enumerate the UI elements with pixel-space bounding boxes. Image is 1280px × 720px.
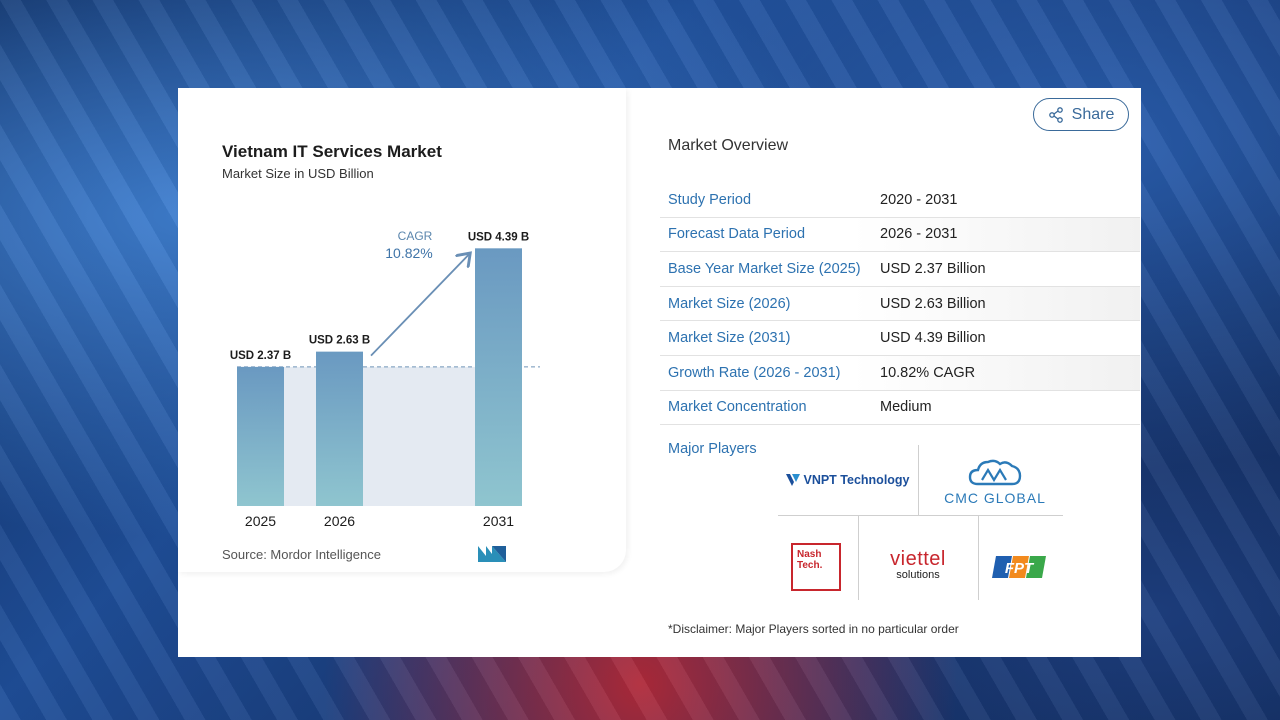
row-value: 2020 - 2031 — [880, 191, 958, 208]
divider — [978, 515, 979, 600]
nashtech-logo[interactable]: Nash Tech. — [791, 543, 841, 591]
fpt-text: FPT — [1005, 560, 1035, 577]
cmc-global-logo[interactable]: CMC GLOBAL — [930, 453, 1060, 511]
x-tick-2025: 2025 — [245, 513, 276, 528]
row-value: USD 2.63 Billion — [880, 295, 986, 312]
chart-source: Source: Mordor Intelligence — [222, 547, 381, 562]
disclaimer: *Disclaimer: Major Players sorted in no … — [668, 622, 959, 636]
row-key[interactable]: Market Size (2031) — [668, 330, 791, 347]
cagr-value: 10.82% — [385, 245, 432, 261]
row-key[interactable]: Study Period — [668, 191, 752, 208]
divider — [918, 445, 919, 515]
bar-chart: USD 2.37 B 2025 USD 2.63 B 2026 USD 4.39 B 20… — [230, 229, 540, 528]
overview-row: Market Concentration Medium — [660, 391, 1140, 426]
row-key[interactable]: Base Year Market Size (2025) — [668, 260, 861, 277]
divider — [858, 515, 978, 516]
overview-table: Study Period 2020 - 2031 Forecast Data P… — [660, 183, 1140, 426]
chart-title: Vietnam IT Services Market — [222, 142, 442, 161]
share-label: Share — [1071, 105, 1115, 123]
share-icon — [1048, 106, 1063, 123]
overview-title: Market Overview — [668, 137, 789, 154]
row-key[interactable]: Market Concentration — [668, 399, 807, 416]
row-key[interactable]: Growth Rate (2026 - 2031) — [668, 364, 841, 381]
row-value: Medium — [880, 399, 932, 416]
nash-name: Nash Tech. — [797, 549, 823, 571]
row-value: USD 4.39 Billion — [880, 330, 986, 347]
bar-2025 — [237, 366, 284, 506]
row-value: 2026 - 2031 — [880, 226, 958, 243]
bar-2031 — [475, 248, 522, 506]
x-tick-2026: 2026 — [324, 513, 355, 528]
row-value: 10.82% CAGR — [880, 364, 976, 381]
cagr-label: CAGR — [398, 229, 433, 243]
divider — [778, 515, 858, 516]
viettel-solutions-logo[interactable]: viettel solutions — [863, 540, 973, 588]
chart-subtitle: Market Size in USD Billion — [222, 166, 374, 181]
row-key[interactable]: Forecast Data Period — [668, 226, 806, 243]
row-value: USD 2.37 Billion — [880, 260, 986, 277]
data-label-2026: USD 2.63 B — [309, 335, 370, 347]
chart-panel: Vietnam IT Services Market Market Size i… — [178, 88, 626, 572]
divider — [858, 515, 859, 600]
divider — [978, 515, 1063, 516]
overview-row: Base Year Market Size (2025) USD 2.37 Bi… — [660, 252, 1140, 287]
viettel-name: viettel — [890, 547, 946, 570]
bar-2026 — [316, 351, 363, 506]
data-label-2031: USD 4.39 B — [468, 231, 529, 243]
viettel-sub: solutions — [896, 568, 940, 581]
overview-row: Growth Rate (2026 - 2031) 10.82% CAGR — [660, 355, 1140, 391]
overview-row: Study Period 2020 - 2031 — [660, 183, 1140, 218]
vnpt-mark-icon — [786, 474, 801, 486]
row-key[interactable]: Market Size (2026) — [668, 295, 791, 312]
cmc-cloud-icon — [968, 459, 1022, 486]
share-button[interactable]: Share — [1033, 98, 1129, 131]
vnpt-technology-logo[interactable]: VNPT Technology — [778, 467, 918, 493]
overview-row: Market Size (2031) USD 4.39 Billion — [660, 321, 1140, 356]
cagr-arrow — [370, 254, 469, 357]
overview-row: Market Size (2026) USD 2.63 Billion — [660, 286, 1140, 322]
x-tick-2031: 2031 — [483, 513, 514, 528]
major-players-grid: VNPT Technology CMC GLOBAL Nash Tech. vi… — [778, 445, 1063, 600]
overview-row: Forecast Data Period 2026 - 2031 — [660, 217, 1140, 253]
data-label-2025: USD 2.37 B — [230, 350, 291, 362]
market-card: Vietnam IT Services Market Market Size i… — [178, 88, 1141, 657]
vnpt-name: VNPT Technology — [803, 473, 910, 487]
fpt-logo[interactable]: FPT — [991, 553, 1051, 581]
major-players-title[interactable]: Major Players — [668, 441, 757, 457]
mordor-intelligence-logo — [478, 546, 506, 562]
cmc-name: CMC GLOBAL — [944, 490, 1046, 506]
fpt-mark: FPT — [992, 556, 1046, 578]
